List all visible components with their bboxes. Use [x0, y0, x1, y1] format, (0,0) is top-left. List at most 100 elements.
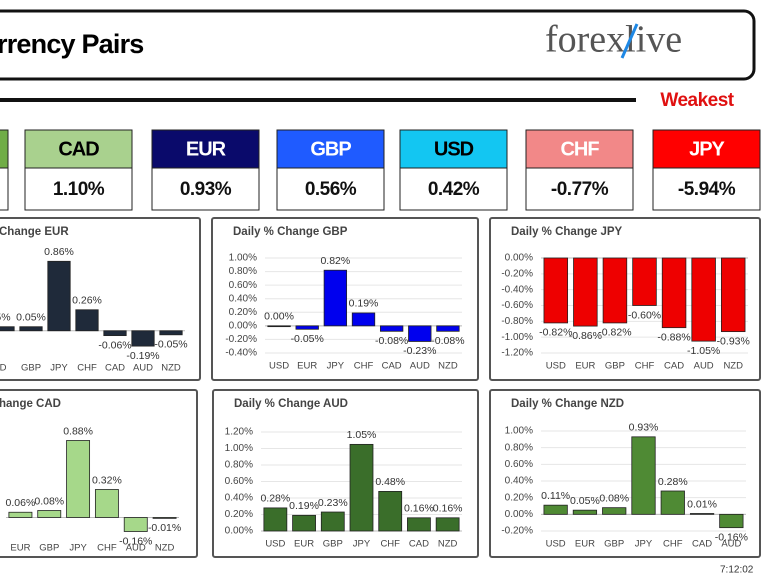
bar — [572, 509, 598, 515]
bar — [66, 440, 91, 518]
y-tick-label: -0.60% — [501, 300, 533, 311]
chart-title: Daily % Change JPY — [511, 226, 623, 238]
bar — [378, 490, 403, 532]
bar — [0, 326, 15, 332]
y-tick-label: 0.60% — [225, 476, 253, 487]
x-tick-label: CHF — [77, 363, 97, 374]
value-label: -0.82% — [598, 327, 631, 339]
bar — [408, 325, 432, 342]
tile-value: 0.42% — [428, 179, 480, 200]
value-label: 0.32% — [92, 474, 122, 486]
bar — [267, 325, 291, 328]
y-tick-label: 0.40% — [229, 293, 257, 304]
y-tick-label: 0.20% — [225, 509, 253, 520]
value-label: 0.86% — [44, 246, 74, 258]
tile-name: GBP — [310, 138, 351, 160]
x-tick-label: CHF — [663, 539, 683, 550]
bar — [379, 325, 404, 332]
y-tick-label: 1.00% — [225, 443, 253, 454]
bar — [573, 257, 598, 327]
x-tick-label: GBP — [605, 361, 625, 372]
x-tick-label: USD — [269, 361, 289, 372]
tile-header — [399, 129, 508, 169]
bar — [292, 514, 316, 532]
y-tick-label: 1.00% — [505, 426, 533, 437]
value-label: 0.11% — [541, 490, 570, 502]
y-tick-label: -0.20% — [225, 334, 257, 345]
x-tick-label: CHF — [97, 543, 117, 554]
x-tick-label: JPY — [635, 539, 653, 550]
bar — [320, 511, 345, 532]
x-tick-label: NZD — [723, 361, 743, 372]
bar — [47, 260, 71, 332]
x-tick-label: AUD — [133, 363, 153, 374]
bar — [94, 489, 119, 518]
bar — [295, 325, 319, 330]
bar — [8, 511, 33, 518]
value-label: 0.26% — [72, 295, 102, 307]
logo: forexlive — [545, 19, 682, 61]
value-label: -0.88% — [657, 331, 690, 343]
value-label: -0.01% — [148, 522, 181, 534]
bar — [351, 312, 376, 327]
x-tick-label: JPY — [69, 543, 87, 554]
y-tick-label: 0.40% — [225, 493, 253, 504]
y-tick-label: -0.40% — [501, 284, 533, 295]
bar — [407, 517, 431, 532]
y-tick-label: 0.20% — [229, 307, 257, 318]
x-tick-label: JPY — [50, 363, 68, 374]
x-tick-label: GBP — [323, 539, 343, 550]
timestamp: 7:12:02 — [720, 565, 754, 576]
bar — [349, 443, 374, 532]
bar — [543, 257, 569, 324]
cut-tile — [0, 167, 9, 211]
y-tick-label: 0.60% — [229, 280, 257, 291]
value-label: 0.05% — [570, 495, 600, 507]
value-label: 0.16% — [433, 503, 463, 515]
chart-title: hange CAD — [0, 398, 61, 410]
x-tick-label: CHF — [380, 539, 400, 550]
value-label: -0.93% — [717, 335, 750, 347]
tile-body — [652, 167, 761, 211]
y-tick-label: -1.00% — [501, 332, 533, 343]
x-tick-label: AUD — [721, 539, 741, 550]
bar — [19, 326, 43, 332]
tile-value: -5.94% — [678, 179, 736, 200]
value-label: -0.82% — [539, 327, 572, 339]
tile-body — [151, 167, 260, 211]
x-tick-label: NZD — [438, 539, 458, 550]
y-tick-label: 0.00% — [225, 526, 253, 537]
x-tick-label: EUR — [297, 361, 317, 372]
bar — [103, 330, 127, 337]
bar — [632, 257, 657, 306]
x-tick-label: NZD — [161, 363, 181, 374]
bar — [159, 330, 183, 336]
value-label: 0.19% — [349, 298, 379, 310]
value-label: 0.88% — [63, 425, 93, 437]
bar — [691, 257, 716, 342]
x-tick-label: GBP — [39, 543, 59, 554]
bar — [689, 513, 715, 515]
x-tick-label: CHF — [354, 361, 374, 372]
value-label: 0.82% — [320, 255, 350, 267]
x-tick-label: USD — [546, 539, 566, 550]
chart-panel — [489, 389, 761, 558]
x-tick-label: EUR — [10, 543, 30, 554]
bar — [661, 257, 687, 329]
chart-title: Daily % Change GBP — [233, 226, 348, 238]
value-label: 0.23% — [318, 497, 348, 509]
y-tick-label: 0.20% — [505, 492, 533, 503]
y-tick-label: 0.80% — [505, 442, 533, 453]
header-title: rrency Pairs — [0, 29, 144, 59]
chart-title: Daily % Change AUD — [234, 398, 348, 410]
y-tick-label: 0.80% — [229, 266, 257, 277]
x-tick-label: CHF — [635, 361, 655, 372]
bar — [435, 517, 460, 532]
y-tick-label: 0.00% — [505, 509, 533, 520]
tile-header — [525, 129, 634, 169]
bar — [123, 517, 148, 532]
tile-value: 0.56% — [305, 179, 357, 200]
tile-body — [399, 167, 508, 211]
y-tick-label: -0.20% — [501, 526, 533, 537]
